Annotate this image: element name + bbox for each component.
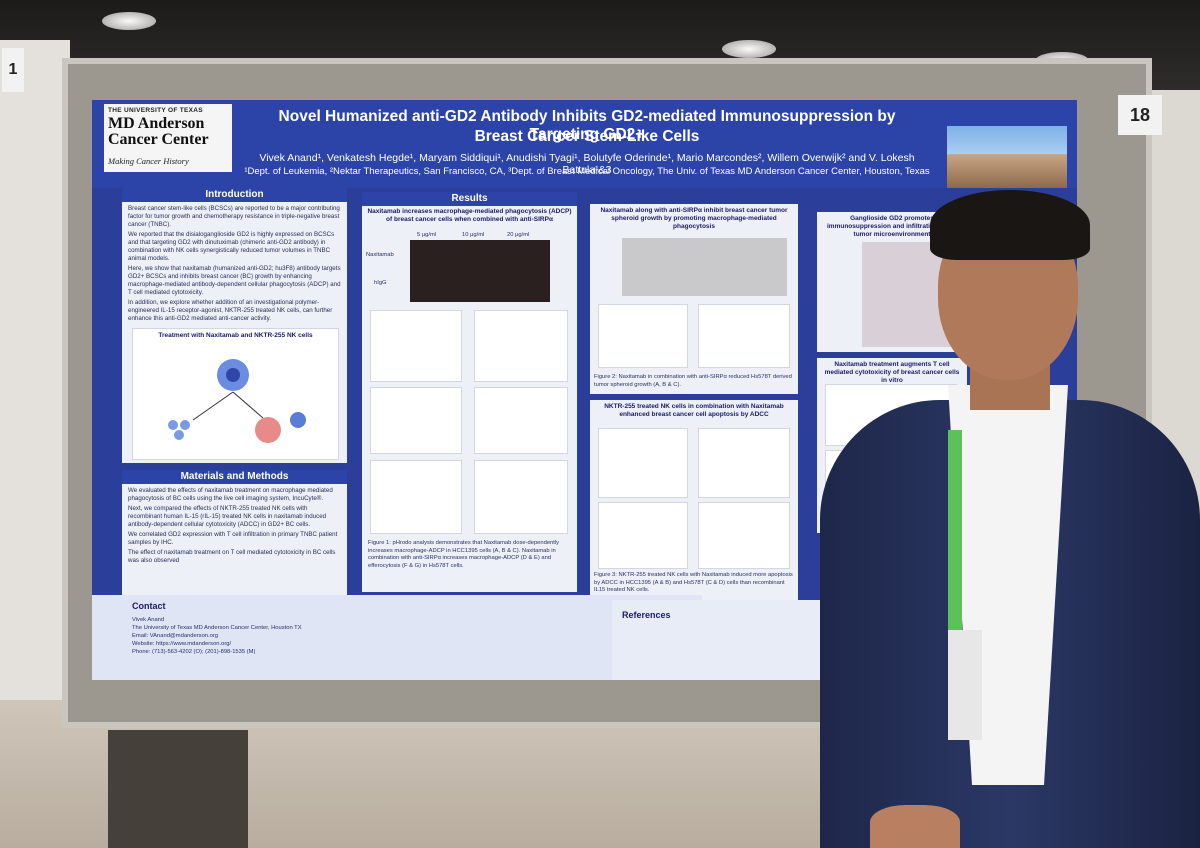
contact-section: Contact Vivek Anand The University of Te… bbox=[92, 595, 702, 680]
board-number: 18 bbox=[1118, 95, 1162, 135]
spheroid-bar-graph bbox=[698, 304, 790, 368]
bar-graph-g bbox=[474, 460, 568, 534]
houston-campus-photo bbox=[947, 126, 1067, 188]
adcc-bar-graph-d bbox=[698, 502, 790, 569]
contact-heading: Contact bbox=[132, 601, 166, 611]
figure1-title: Naxitamab increases macrophage-mediated … bbox=[367, 208, 572, 223]
methods-bullet: The effect of naxitamab treatment on T c… bbox=[128, 549, 336, 564]
figure3-caption: Figure 3: NKTR-255 treated NK cells with… bbox=[594, 572, 793, 593]
logo-tagline: Making Cancer History bbox=[108, 156, 189, 166]
treatment-diagram: Treatment with Naxitamab and NKTR-255 NK… bbox=[132, 328, 339, 460]
figure3-title: NKTR-255 treated NK cells in combination… bbox=[604, 403, 784, 418]
row-label: Naxitamab bbox=[366, 252, 394, 258]
contact-email: Email: VAnand@mdanderson.org bbox=[132, 633, 219, 639]
methods-bullet: Next, we compared the effects of NKTR-25… bbox=[128, 505, 327, 528]
spheroid-growth-graph bbox=[598, 304, 688, 368]
logo-cancer-center: Cancer Center bbox=[108, 131, 209, 148]
introduction-panel: Introduction Breast cancer stem-like cel… bbox=[122, 188, 347, 463]
hand bbox=[870, 805, 960, 848]
concentration-label: 20 µg/ml bbox=[507, 232, 530, 238]
line-graph-b bbox=[370, 310, 462, 382]
research-poster: THE UNIVERSITY OF TEXAS MD Anderson Canc… bbox=[92, 100, 1077, 680]
ceiling-light bbox=[722, 40, 776, 58]
microscopy-images bbox=[410, 240, 550, 302]
hair bbox=[930, 190, 1090, 260]
name-badge bbox=[948, 630, 982, 740]
diagram-title: Treatment with Naxitamab and NKTR-255 NK… bbox=[158, 332, 313, 339]
bar-graph-e bbox=[474, 387, 568, 454]
methods-heading: Materials and Methods bbox=[122, 470, 347, 484]
concentration-label: 5 µg/ml bbox=[417, 232, 437, 238]
results-figure3-panel: NKTR-255 treated NK cells in combination… bbox=[590, 400, 798, 600]
lanyard bbox=[948, 430, 962, 630]
line-graph-f bbox=[370, 460, 462, 534]
results-heading: Results bbox=[362, 192, 577, 206]
contact-name: Vivek Anand bbox=[132, 617, 165, 623]
poster-header: THE UNIVERSITY OF TEXAS MD Anderson Canc… bbox=[92, 100, 1077, 188]
contact-org: The University of Texas MD Anderson Canc… bbox=[132, 625, 302, 631]
introduction-heading: Introduction bbox=[122, 188, 347, 202]
methods-panel: Materials and Methods We evaluated the e… bbox=[122, 470, 347, 595]
poster-affiliations: ¹Dept. of Leukemia, ²Nektar Therapeutics… bbox=[244, 166, 930, 177]
logo-university: THE UNIVERSITY OF TEXAS bbox=[108, 107, 203, 114]
intro-bullet: Here, we show that naxitamab (humanized … bbox=[128, 265, 341, 296]
figure2-title: Naxitamab along with anti-SIRPα inhibit … bbox=[600, 207, 788, 230]
nk-cell-illustration bbox=[168, 359, 306, 443]
results-figure2-panel: Naxitamab along with anti-SIRPα inhibit … bbox=[590, 204, 798, 394]
row-label: hIgG bbox=[374, 280, 387, 286]
figure4-title: Ganglioside GD2 promotes immunosuppressi… bbox=[826, 215, 957, 238]
adcc-line-graph-a bbox=[598, 428, 688, 498]
adcc-bar-graph-b bbox=[698, 428, 790, 498]
adcc-line-graph-c bbox=[598, 502, 688, 569]
mdanderson-logo: THE UNIVERSITY OF TEXAS MD Anderson Canc… bbox=[104, 104, 232, 172]
presenter bbox=[820, 190, 1200, 848]
contact-phone: Phone: (713)-563-4202 (O); (201)-898-153… bbox=[132, 649, 256, 655]
line-graph-d bbox=[370, 387, 462, 454]
chair bbox=[108, 730, 248, 848]
methods-bullet: We evaluated the effects of naxitamab tr… bbox=[128, 487, 333, 502]
methods-bullet: We correlated GD2 expression with T cell… bbox=[128, 531, 338, 546]
figure5-title: Naxitamab treatment augments T cell medi… bbox=[824, 361, 960, 384]
poster-title-line1: Novel Humanized anti-GD2 Antibody Inhibi… bbox=[278, 108, 896, 143]
intro-bullet: In addition, we explore whether addition… bbox=[128, 299, 333, 322]
neighbor-board-number: 1 bbox=[2, 48, 24, 92]
figure2-caption: Figure 2: Naxitamab in combination with … bbox=[594, 374, 792, 388]
concentration-label: 10 µg/ml bbox=[462, 232, 485, 238]
figure1-caption: Figure 1: pHrodo analysis demonstrates t… bbox=[368, 540, 560, 569]
ceiling-light bbox=[102, 12, 156, 30]
references-heading: References bbox=[622, 610, 671, 620]
bar-graph-c bbox=[474, 310, 568, 382]
intro-bullet: We reported that the disialoganglioside … bbox=[128, 231, 335, 262]
poster-authors: Vivek Anand¹, Venkatesh Hegde¹, Maryam S… bbox=[259, 152, 915, 176]
poster-title-line2: Breast Cancer Stem-Like Cells bbox=[474, 128, 700, 145]
contact-website: Website: https://www.mdanderson.org/ bbox=[132, 641, 232, 647]
intro-bullet: Breast cancer stem-like cells (BCSCs) ar… bbox=[128, 205, 340, 228]
logo-name: MD Anderson bbox=[108, 115, 205, 132]
results-figure1-panel: Results Naxitamab increases macrophage-m… bbox=[362, 192, 577, 592]
spheroid-images bbox=[622, 238, 787, 296]
